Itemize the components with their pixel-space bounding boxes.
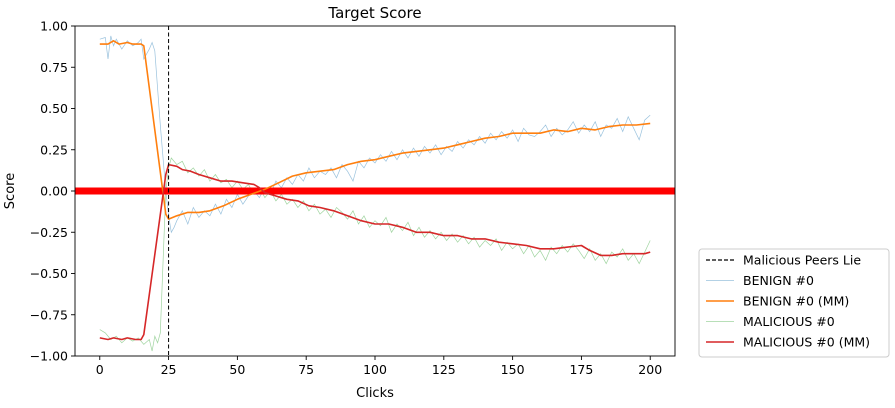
y-tick-label: −1.00: [30, 349, 68, 364]
y-tick-label: 0.00: [40, 184, 68, 199]
plot-marks: [75, 26, 675, 356]
y-tick-label: −0.75: [30, 307, 68, 322]
x-tick-label: 150: [501, 362, 525, 377]
axes: 0 25 50 75 100 125 150 175 200 −1.00 −0.75 −0.50 −0.…: [30, 19, 676, 377]
x-tick-label: 50: [229, 362, 245, 377]
x-tick-label: 175: [569, 362, 593, 377]
x-tick-label: 0: [96, 362, 104, 377]
legend-entry-label: Malicious Peers Lie: [743, 253, 861, 268]
legend: Malicious Peers Lie BENIGN #0 BENIGN #0 (M…: [698, 248, 890, 358]
y-tick-label: 0.25: [40, 142, 68, 157]
legend-entry-label: MALICIOUS #0 (MM): [743, 335, 870, 350]
legend-entry-label: BENIGN #0: [743, 273, 814, 288]
x-tick-label: 200: [638, 362, 662, 377]
series-line-1: [99, 39, 651, 220]
x-axis-label: Clicks: [356, 386, 394, 401]
y-tick-label: 0.75: [40, 60, 68, 75]
x-tick-label: 125: [432, 362, 456, 377]
y-tick-label: 0.50: [40, 101, 68, 116]
series-line-2: [99, 157, 651, 352]
legend-entry-label: BENIGN #0 (MM): [743, 294, 849, 309]
series-line-0: [99, 35, 651, 234]
chart-title: Target Score: [327, 4, 421, 22]
x-tick-label: 25: [161, 362, 177, 377]
plot-area: [75, 26, 675, 356]
y-axis-label: Score: [3, 173, 18, 209]
legend-entry-label: MALICIOUS #0: [743, 314, 835, 329]
y-tick-label: 1.00: [40, 19, 68, 34]
x-tick-label: 100: [363, 362, 387, 377]
y-tick-label: −0.25: [30, 225, 68, 240]
x-tick-label: 75: [298, 362, 314, 377]
legend-box: [698, 248, 890, 358]
series-line-3: [99, 163, 651, 341]
y-tick-label: −0.50: [30, 266, 68, 281]
